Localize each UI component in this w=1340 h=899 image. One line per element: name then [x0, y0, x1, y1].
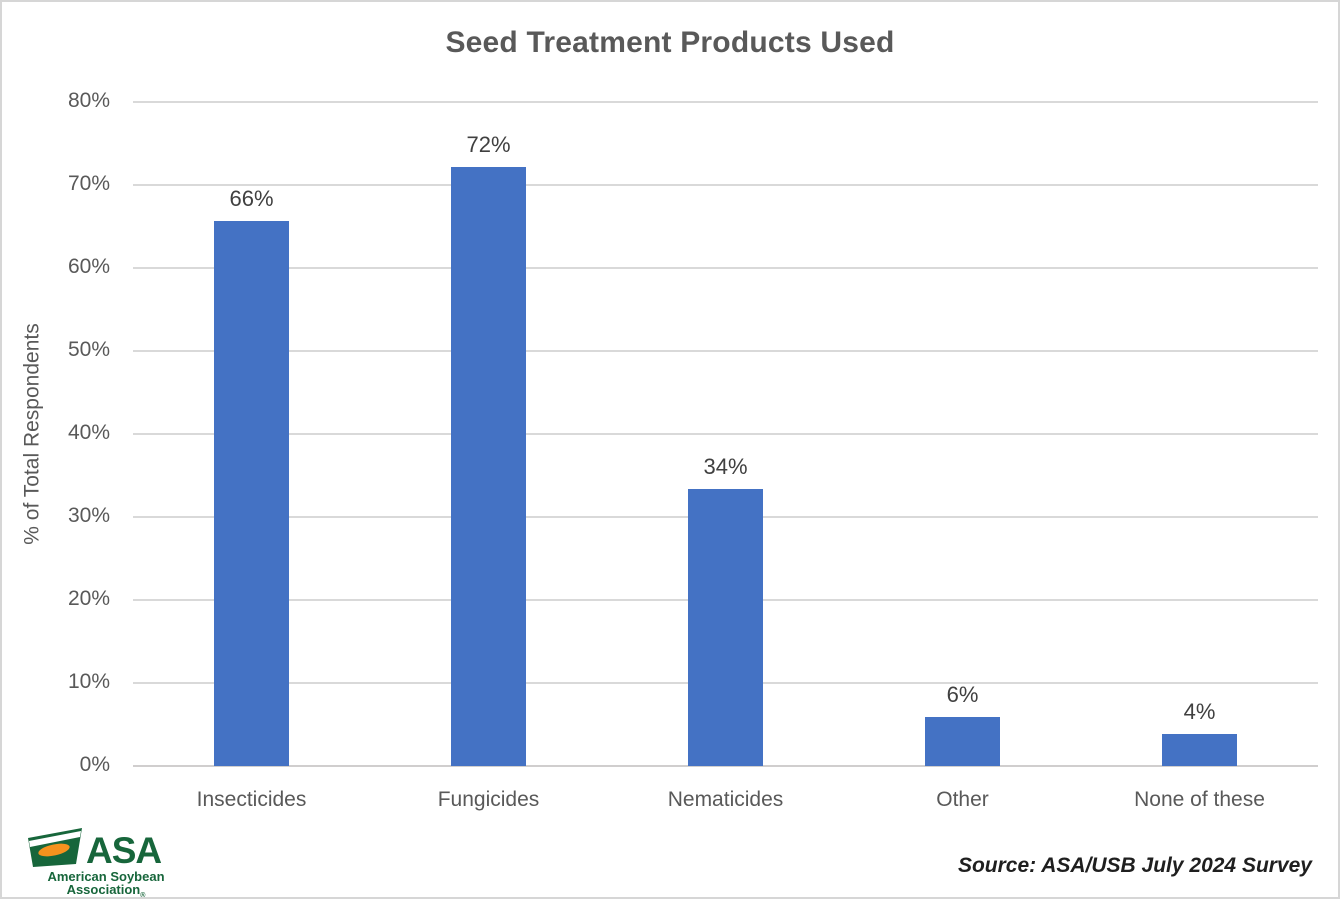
x-axis-label-nematicides: Nematicides [667, 788, 784, 811]
y-tick-label-20: 20% [67, 587, 110, 610]
bar-none-of-these [1162, 733, 1237, 766]
gridline-80 [133, 101, 1318, 103]
registered-trademark-symbol: ® [140, 892, 146, 899]
asa-logo-subtitle: American Soybean Association® [26, 869, 186, 899]
asa-logo-line2: Association® [26, 882, 186, 899]
plot-area: 66% 72% 34% 6% 4% [133, 101, 1318, 767]
bar-fungicides [451, 166, 526, 766]
source-note: Source: ASA/USB July 2024 Survey [957, 854, 1312, 877]
bar-value-label-other: 6% [946, 682, 979, 708]
y-tick-label-50: 50% [67, 338, 110, 361]
x-axis-label-insecticides: Insecticides [196, 788, 307, 811]
y-tick-label-70: 70% [67, 172, 110, 195]
asa-logo-acronym: ASA [86, 830, 162, 871]
bar-insecticides [214, 220, 289, 766]
x-axis-label-fungicides: Fungicides [437, 788, 540, 811]
asa-logo: ASA American Soybean Association® [26, 826, 186, 897]
gridline-40 [133, 433, 1318, 435]
gridline-60 [133, 267, 1318, 269]
x-axis-label-none-of-these: None of these [1134, 788, 1265, 811]
x-axis-labels: Insecticides Fungicides Nematicides Other No… [133, 788, 1318, 822]
gridline-50 [133, 350, 1318, 352]
y-tick-label-30: 30% [67, 504, 110, 527]
bar-value-label-fungicides: 72% [466, 131, 511, 157]
bar-other [925, 717, 1000, 766]
y-tick-label-0: 0% [79, 753, 110, 776]
asa-logo-top: ASA [26, 826, 186, 871]
y-tick-label-80: 80% [67, 89, 110, 112]
y-tick-label-60: 60% [67, 255, 110, 278]
bar-value-label-insecticides: 66% [229, 185, 274, 211]
y-tick-label-10: 10% [67, 670, 110, 693]
gridline-70 [133, 184, 1318, 186]
bar-value-label-none-of-these: 4% [1183, 698, 1216, 724]
asa-logo-line2-text: Association [66, 882, 141, 897]
bar-value-label-nematicides: 34% [703, 453, 748, 479]
x-axis-line [133, 765, 1318, 767]
asa-logo-line1: American Soybean [47, 869, 165, 884]
chart-title: Seed Treatment Products Used [445, 26, 895, 59]
x-axis-label-other: Other [936, 788, 989, 811]
y-tick-label-40: 40% [67, 421, 110, 444]
bar-nematicides [688, 488, 763, 766]
asa-flag-icon [28, 828, 82, 867]
